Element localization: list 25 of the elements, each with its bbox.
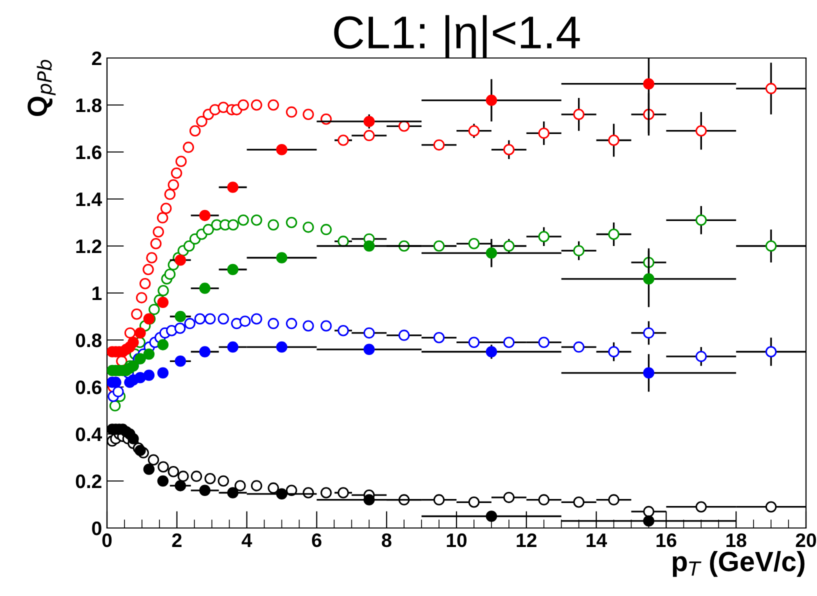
x-tick-label: 10 bbox=[446, 533, 467, 548]
x-tick-label: 18 bbox=[726, 533, 746, 548]
y-tick-label: 1.8 bbox=[76, 98, 102, 112]
x-tick-label: 12 bbox=[516, 533, 536, 547]
y-tick-label: 1.2 bbox=[76, 239, 102, 254]
y-tick-label: 0.2 bbox=[76, 474, 102, 488]
y-tick-label: 0.8 bbox=[76, 333, 102, 348]
x-tick-label: 14 bbox=[586, 534, 608, 547]
x-tick-label: 8 bbox=[382, 533, 392, 548]
x-tick-label: 6 bbox=[312, 533, 322, 548]
y-tick-label: 1 bbox=[92, 286, 102, 300]
y-tick-label: 2 bbox=[92, 51, 102, 66]
chart-title: CL1: |η|<1.4 bbox=[334, 15, 580, 58]
x-tick-label: 2 bbox=[172, 533, 182, 547]
y-axis-title: Q$_{pPb}$ bbox=[28, 60, 56, 116]
y-tick-label: 1.6 bbox=[76, 145, 102, 160]
y-tick-label: 0 bbox=[92, 521, 102, 536]
x-tick-label: 16 bbox=[656, 533, 676, 548]
y-tick-label: 0.6 bbox=[76, 380, 102, 394]
x-tick-label: 20 bbox=[796, 533, 816, 548]
y-tick-label: 1.4 bbox=[76, 192, 102, 206]
x-tick-label: 4 bbox=[242, 534, 252, 547]
y-tick-label: 0.4 bbox=[76, 427, 102, 442]
x-axis-title: p$_{T}$ (GeV/c) bbox=[672, 550, 804, 577]
x-tick-label: 0 bbox=[102, 533, 112, 548]
